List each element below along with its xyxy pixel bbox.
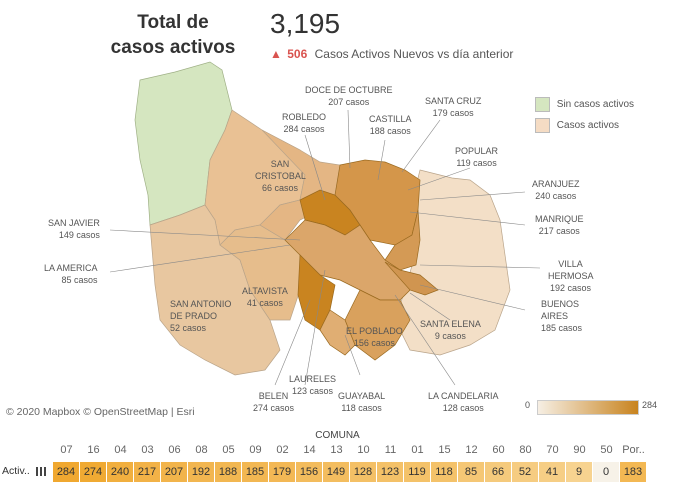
column-header[interactable]: 07 — [60, 444, 73, 456]
table-cell[interactable]: 0 — [593, 462, 620, 482]
table-cell[interactable]: 9 — [566, 462, 593, 482]
map-label-villa-hermosa: VILLA HERMOSA 192 casos — [548, 259, 594, 293]
map-label-santa-cruz: SANTA CRUZ 179 casos — [425, 96, 482, 118]
column-header[interactable]: 06 — [168, 444, 181, 456]
map-label-la-america: LA AMERICA 85 casos — [44, 263, 98, 285]
table-cell[interactable]: 284 — [53, 462, 80, 482]
map-label-manrique: MANRIQUE 217 casos — [535, 214, 584, 236]
map-label-buenos-aires: BUENOS AIRES 185 casos — [541, 299, 583, 333]
medellin-map[interactable] — [0, 0, 675, 430]
legend-sin-casos-label: Sin casos activos — [556, 99, 635, 111]
column-header[interactable]: 14 — [303, 444, 316, 456]
map-label-santa-elena: SANTA ELENA 9 casos — [420, 319, 481, 341]
column-header[interactable]: 13 — [330, 444, 343, 456]
map-label-san-javier: SAN JAVIER 149 casos — [48, 218, 100, 240]
table-cell[interactable]: 118 — [431, 462, 458, 482]
column-header[interactable]: 50 — [600, 444, 613, 456]
table-cell[interactable]: 188 — [215, 462, 242, 482]
total-cases-number: 3,195 — [270, 8, 341, 39]
map-label-la-candelaria: LA CANDELARIA 128 casos — [428, 391, 499, 413]
color-scale-max: 284 — [642, 400, 658, 410]
column-header[interactable]: 80 — [519, 444, 532, 456]
map-label-robledo: ROBLEDO 284 casos — [282, 112, 327, 134]
legend-swatch-icon — [535, 97, 550, 112]
map-label-guayabal: GUAYABAL 118 casos — [338, 391, 386, 413]
color-scale: 0 284 — [525, 398, 665, 418]
column-header[interactable]: 60 — [492, 444, 505, 456]
new-cases-label: Casos Activos Nuevos vs día anterior — [314, 47, 514, 61]
column-header[interactable]: 10 — [357, 444, 370, 456]
table-cell[interactable]: 217 — [134, 462, 161, 482]
new-cases-indicator: ▲ 506 Casos Activos Nuevos vs día anteri… — [270, 47, 513, 61]
up-arrow-icon: ▲ — [270, 47, 282, 61]
region-buenos-aires[interactable] — [384, 261, 439, 296]
table-cell[interactable]: 128 — [350, 462, 377, 482]
table-cell[interactable]: 52 — [512, 462, 539, 482]
column-header[interactable]: 15 — [438, 444, 451, 456]
legend-activos-label: Casos activos — [556, 120, 620, 132]
leader-lines — [109, 109, 541, 386]
column-header[interactable]: 09 — [249, 444, 262, 456]
column-header[interactable]: Por.. — [622, 444, 645, 456]
row-label: Activ.. — [2, 465, 46, 477]
map-label-popular: POPULAR 119 casos — [455, 146, 499, 168]
legend-swatch-icon — [535, 118, 550, 133]
table-cell[interactable]: 207 — [161, 462, 188, 482]
table-cell[interactable]: 123 — [377, 462, 404, 482]
table-cell[interactable]: 179 — [269, 462, 296, 482]
color-scale-min: 0 — [525, 400, 531, 410]
column-header[interactable]: 08 — [195, 444, 208, 456]
column-header[interactable]: 90 — [573, 444, 586, 456]
map-attribution[interactable]: © 2020 Mapbox © OpenStreetMap | Esri — [6, 406, 195, 418]
table-cell[interactable]: 192 — [188, 462, 215, 482]
region-guayabal[interactable] — [319, 309, 356, 356]
map-label-san-antonio-de-prado: SAN ANTONIO DE PRADO 52 casos — [170, 299, 232, 333]
table-cell[interactable]: 240 — [107, 462, 134, 482]
map-label-aranjuez: ARANJUEZ 240 casos — [532, 179, 580, 201]
table-cell[interactable]: 66 — [485, 462, 512, 482]
map-label-altavista: ALTAVISTA 41 casos — [242, 286, 288, 308]
map-label-castilla: CASTILLA 188 casos — [369, 114, 412, 136]
table-cell[interactable]: 156 — [296, 462, 323, 482]
legend-activos: Casos activos — [535, 118, 619, 133]
table-header-comuna: COMUNA — [315, 430, 360, 441]
legend-sin-casos: Sin casos activos — [535, 97, 634, 112]
row-label-text: Activ.. — [2, 465, 30, 477]
column-header[interactable]: 03 — [141, 444, 154, 456]
table-cell[interactable]: 185 — [242, 462, 269, 482]
column-header[interactable]: 11 — [384, 444, 397, 456]
column-header[interactable]: 16 — [87, 444, 100, 456]
title-line-2: casos activos — [110, 37, 236, 58]
map-label-san-cristobal: SAN CRISTOBAL 66 casos — [255, 159, 306, 193]
table-cell[interactable]: 274 — [80, 462, 107, 482]
map-label-laureles: LAURELES 123 casos — [289, 374, 337, 396]
column-header[interactable]: 02 — [276, 444, 289, 456]
title: Total de casos activos — [108, 10, 238, 60]
column-header[interactable]: 01 — [411, 444, 424, 456]
map-label-doce-de-octubre: DOCE DE OCTUBRE 207 casos — [305, 85, 393, 107]
new-cases-count: 506 — [287, 47, 308, 61]
table-cell[interactable]: 119 — [404, 462, 431, 482]
column-header[interactable]: 05 — [222, 444, 235, 456]
table-cell[interactable]: 149 — [323, 462, 350, 482]
table-cell[interactable]: 183 — [620, 462, 647, 482]
column-header[interactable]: 70 — [546, 444, 559, 456]
column-header[interactable]: 12 — [465, 444, 478, 456]
map-label-belen: BELEN 274 casos — [253, 391, 295, 413]
table-cell[interactable]: 41 — [539, 462, 566, 482]
table-cell[interactable]: 85 — [458, 462, 485, 482]
bar-chart-icon[interactable] — [35, 466, 46, 476]
color-scale-bar — [537, 400, 639, 415]
column-header[interactable]: 04 — [114, 444, 127, 456]
region-san-antonio-prado[interactable] — [149, 204, 281, 376]
title-line-1: Total de — [137, 12, 209, 33]
map-label-el-poblado: EL POBLADO 156 casos — [346, 326, 403, 348]
